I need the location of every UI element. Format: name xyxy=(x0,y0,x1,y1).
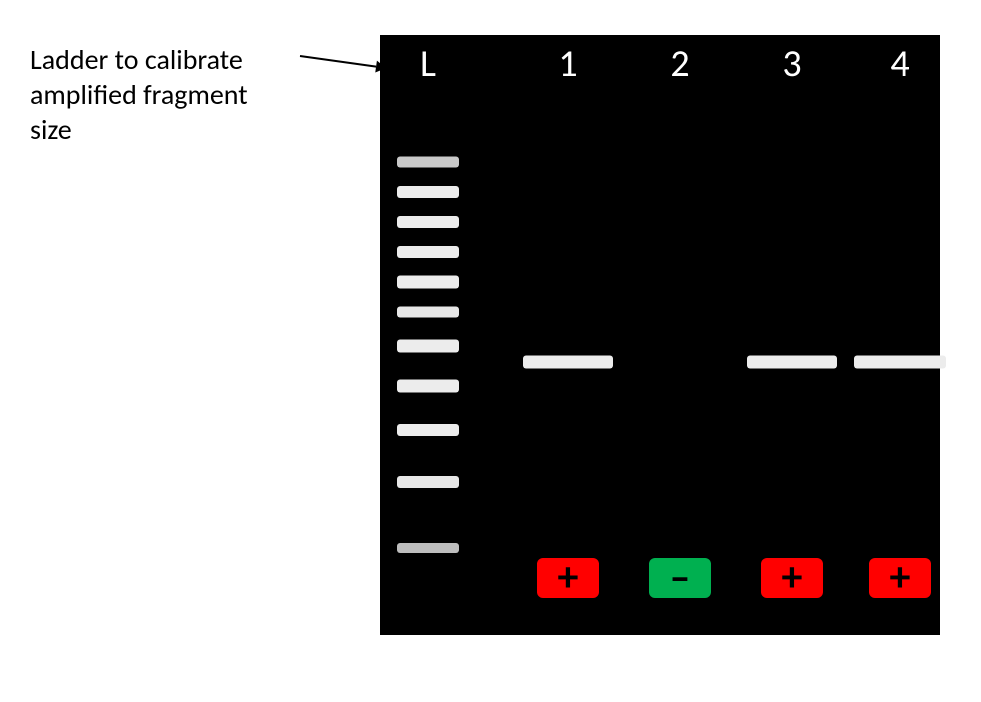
band-L-4 xyxy=(397,276,459,289)
band-L-1 xyxy=(397,186,459,198)
lane-label-lane4: 4 xyxy=(890,41,909,87)
band-L-8 xyxy=(397,424,459,436)
caption-line: size xyxy=(30,112,72,147)
caption-line: Ladder to calibrate xyxy=(30,42,243,77)
gel-panel xyxy=(380,35,940,635)
caption-line: amplified fragment xyxy=(30,77,248,112)
result-lane3: + xyxy=(761,558,823,598)
band-L-2 xyxy=(397,216,459,228)
band-L-10 xyxy=(397,543,459,553)
band-lane4-0 xyxy=(854,356,946,369)
result-lane2: – xyxy=(649,558,711,598)
result-lane1: + xyxy=(537,558,599,598)
band-lane3-0 xyxy=(747,356,837,369)
band-L-9 xyxy=(397,476,459,488)
lane-label-lane1: 1 xyxy=(558,41,577,87)
band-L-0 xyxy=(397,157,459,168)
band-L-3 xyxy=(397,246,459,258)
band-L-5 xyxy=(397,307,459,318)
result-lane4: + xyxy=(869,558,931,598)
band-lane1-0 xyxy=(523,356,613,369)
caption-text: Ladder to calibrateamplified fragmentsiz… xyxy=(30,42,248,147)
lane-label-lane2: 2 xyxy=(670,41,689,87)
lane-label-lane3: 3 xyxy=(782,41,801,87)
band-L-6 xyxy=(397,340,459,353)
band-L-7 xyxy=(397,380,459,393)
lane-label-L: L xyxy=(420,41,436,87)
